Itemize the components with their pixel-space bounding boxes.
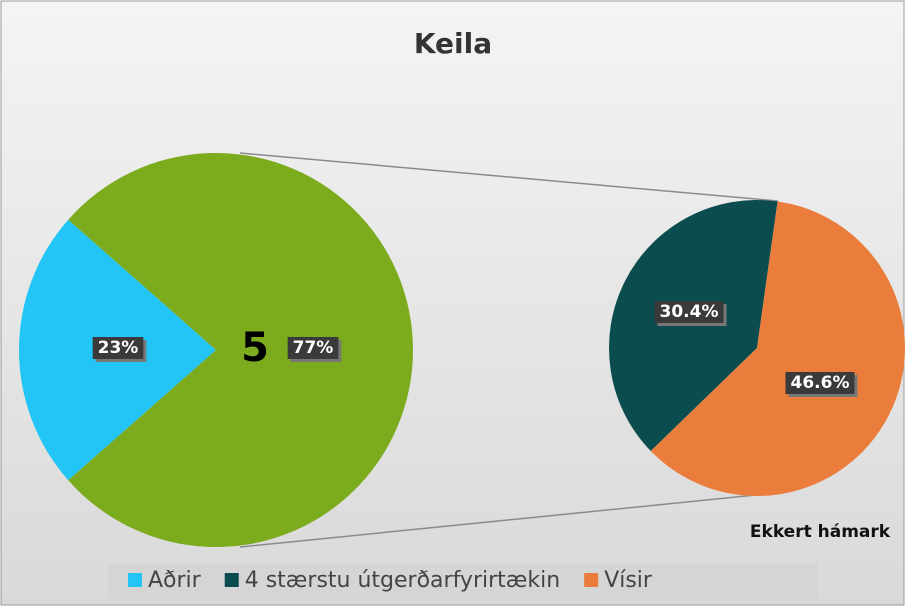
data-label: 30.4% xyxy=(660,302,719,322)
connector xyxy=(239,493,767,548)
legend-label: Aðrir xyxy=(148,568,202,593)
legend-swatch xyxy=(224,573,239,587)
data-label-box xyxy=(654,301,724,323)
chart-title: Keila xyxy=(414,27,492,60)
data-label: 23% xyxy=(98,338,139,358)
legend-label: Vísir xyxy=(604,568,653,593)
legend-swatch xyxy=(584,573,599,587)
pie-slice xyxy=(650,201,905,497)
data-label: 77% xyxy=(293,338,334,358)
data-label-box xyxy=(92,337,144,359)
legend-label: 4 stærstu útgerðarfyrirtækin xyxy=(245,568,560,593)
data-label: 46.6% xyxy=(791,373,850,393)
connector xyxy=(239,152,779,202)
legend-swatch xyxy=(128,573,142,587)
annotation: Ekkert hámark xyxy=(750,522,891,542)
pie-slice xyxy=(68,152,413,547)
annotation: 5 xyxy=(241,325,269,371)
data-label-box xyxy=(287,337,339,359)
data-label-box xyxy=(785,372,855,394)
